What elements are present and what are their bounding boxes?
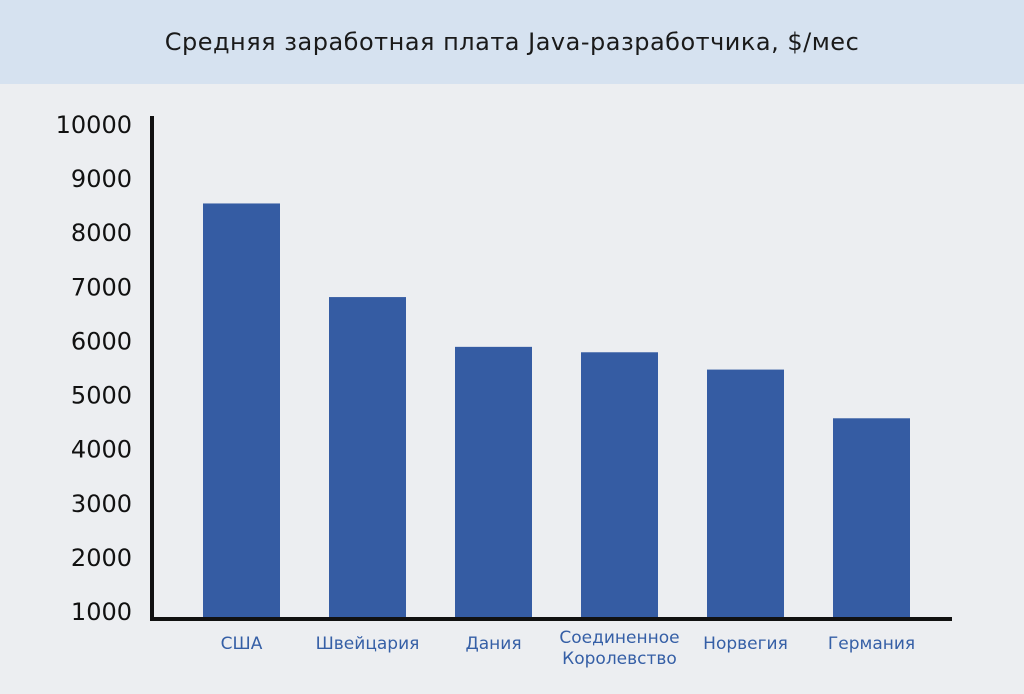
x-axis-category-labels: США Швейцария Дания Соединенное Королевство Н… xyxy=(221,628,915,669)
bar xyxy=(203,203,280,619)
chart-title-band: Средняя заработная плата Java-разработчи… xyxy=(0,0,1024,84)
y-tick-label: 3000 xyxy=(71,490,132,518)
x-category-label: Дания xyxy=(465,634,521,654)
x-category-label-line: Королевство xyxy=(562,649,677,669)
chart-title: Средняя заработная плата Java-разработчи… xyxy=(164,28,860,56)
y-tick-label: 5000 xyxy=(71,382,132,410)
bar-chart: 1000 2000 3000 4000 5000 6000 7000 8000 9000 1000… xyxy=(56,111,952,669)
y-tick-label: 2000 xyxy=(71,544,132,572)
y-axis-ticks: 1000 2000 3000 4000 5000 6000 7000 8000 9000 1000… xyxy=(56,111,132,626)
bar xyxy=(833,418,910,619)
x-category-label: Германия xyxy=(828,634,915,654)
y-tick-label: 1000 xyxy=(71,598,132,626)
bar xyxy=(707,369,784,619)
bar xyxy=(329,297,406,619)
x-category-label-line: Соединенное xyxy=(559,628,679,648)
x-category-label: США xyxy=(221,634,263,654)
y-tick-label: 8000 xyxy=(71,219,132,247)
bars-group xyxy=(203,203,910,619)
y-tick-label: 4000 xyxy=(71,436,132,464)
bar xyxy=(581,352,658,619)
y-tick-label: 6000 xyxy=(71,327,132,355)
x-category-label: Швейцария xyxy=(316,634,420,654)
y-tick-label: 10000 xyxy=(56,111,132,139)
x-category-label: Соединенное Королевство xyxy=(559,628,679,669)
y-tick-label: 7000 xyxy=(71,273,132,301)
y-tick-label: 9000 xyxy=(71,165,132,193)
bar xyxy=(455,346,532,619)
x-category-label: Норвегия xyxy=(703,634,788,654)
